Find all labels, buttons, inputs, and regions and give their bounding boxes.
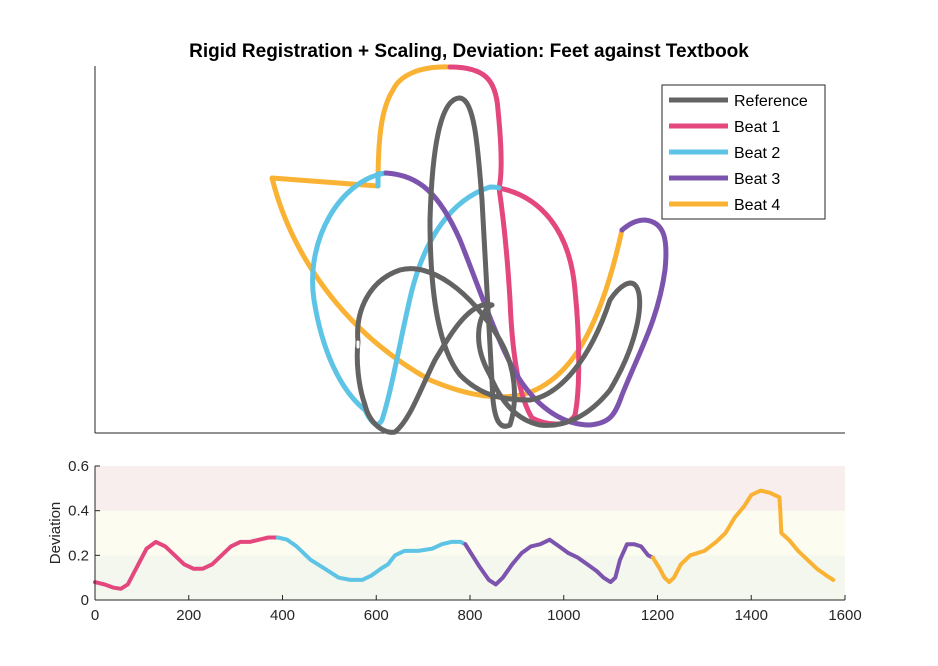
legend: Reference Beat 1 Beat 2 Beat 3 Beat 4 bbox=[661, 84, 826, 220]
x-tick-label-200: 200 bbox=[176, 607, 201, 624]
trajectory-beat-2-head bbox=[375, 170, 389, 189]
trajectory-beat-4 bbox=[269, 64, 625, 400]
x-ticks: 0 200 400 600 800 1000 1200 1400 1600 bbox=[91, 595, 862, 624]
legend-item-beat-2: Beat 2 bbox=[669, 145, 780, 162]
deviation-bands bbox=[95, 466, 845, 600]
deviation-series bbox=[93, 488, 836, 591]
trajectory-reference bbox=[354, 95, 643, 435]
legend-label-beat-2: Beat 2 bbox=[734, 145, 780, 162]
y-ticks: 0 0.2 0.4 0.6 bbox=[68, 458, 100, 609]
x-tick-label-1000: 1000 bbox=[547, 607, 580, 624]
y-tick-label-0.6: 0.6 bbox=[68, 458, 89, 475]
y-tick-label-0.4: 0.4 bbox=[68, 503, 89, 520]
deviation-band-3 bbox=[95, 466, 845, 511]
deviation-line-beat-1 bbox=[93, 535, 280, 591]
trajectory-beat-2 bbox=[310, 170, 502, 427]
x-tick-label-400: 400 bbox=[270, 607, 295, 624]
legend-item-beat-1: Beat 1 bbox=[669, 119, 780, 136]
x-tick-label-800: 800 bbox=[457, 607, 482, 624]
deviation-line-beat-4 bbox=[650, 488, 836, 585]
deviation-line-beat-2 bbox=[275, 535, 468, 582]
y-tick-label-0: 0 bbox=[81, 592, 89, 609]
x-tick-label-600: 600 bbox=[364, 607, 389, 624]
legend-label-beat-4: Beat 4 bbox=[734, 197, 780, 214]
deviation-line-beat-3 bbox=[463, 537, 655, 587]
legend-label-beat-3: Beat 3 bbox=[734, 171, 780, 188]
x-tick-label-1400: 1400 bbox=[735, 607, 768, 624]
x-tick-label-1200: 1200 bbox=[641, 607, 674, 624]
trajectory-beat-1 bbox=[447, 64, 582, 427]
deviation-band-2 bbox=[95, 510, 845, 556]
y-axis-label: Deviation bbox=[47, 502, 64, 565]
legend-item-reference: Reference bbox=[669, 93, 808, 110]
legend-label-beat-1: Beat 1 bbox=[734, 119, 780, 136]
trajectory-beat-3 bbox=[383, 170, 669, 428]
legend-item-beat-3: Beat 3 bbox=[669, 171, 780, 188]
x-tick-label-1600: 1600 bbox=[828, 607, 861, 624]
deviation-panel: 0 200 400 600 800 1000 1200 1400 1600 0 0.2 0.4 0.6… bbox=[47, 458, 862, 624]
chart-title: Rigid Registration + Scaling, Deviation:… bbox=[189, 41, 749, 62]
legend-label-reference: Reference bbox=[734, 93, 808, 110]
legend-item-beat-4: Beat 4 bbox=[669, 197, 780, 214]
x-tick-label-0: 0 bbox=[91, 607, 99, 624]
trajectory-panel: Reference Beat 1 Beat 2 Beat 3 Beat 4 bbox=[94, 64, 845, 435]
deviation-band-1 bbox=[95, 555, 845, 600]
y-tick-label-0.2: 0.2 bbox=[68, 547, 89, 564]
